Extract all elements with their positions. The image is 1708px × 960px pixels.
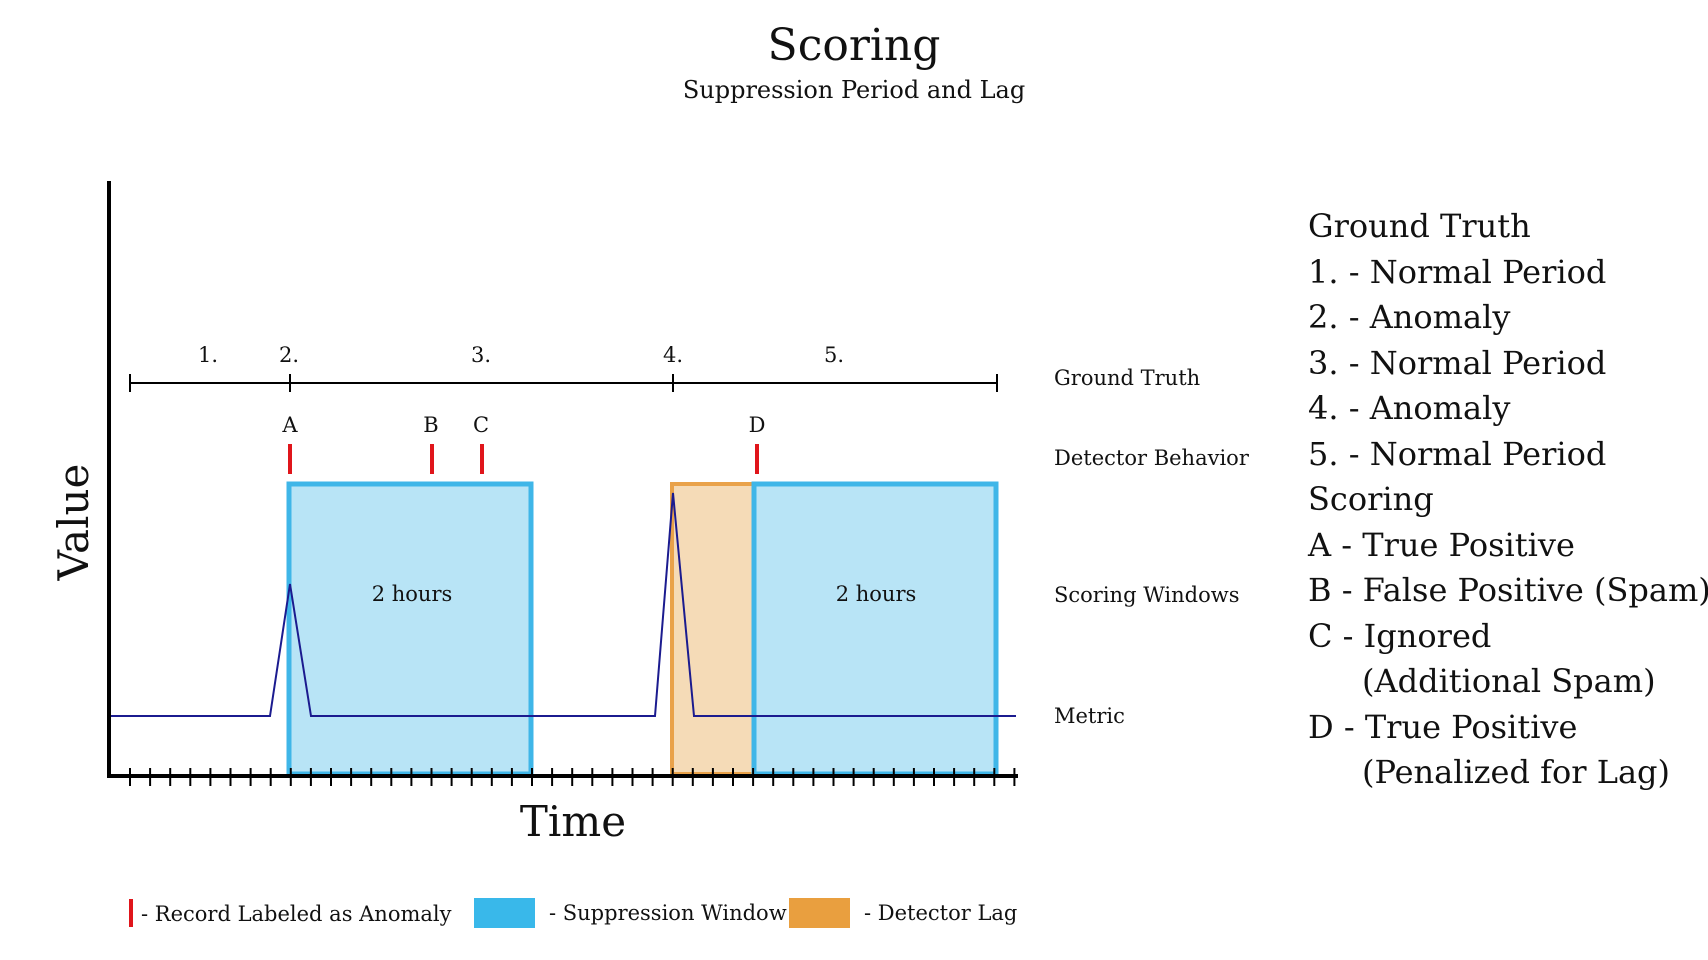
key-heading: Ground Truth <box>1308 207 1531 245</box>
row-label-scoring-windows: Scoring Windows <box>1054 583 1239 607</box>
period-label-5: 5. <box>824 343 844 367</box>
detection-label-c: C <box>473 413 489 437</box>
diagram-subtitle: Suppression Period and Lag <box>683 76 1025 104</box>
suppression-window-1 <box>286 481 534 777</box>
x-axis-label: Time <box>520 797 626 846</box>
key-item-3: 3. - Normal Period <box>1308 344 1606 382</box>
key-scoring-b: B - False Positive (Spam) <box>1308 571 1708 609</box>
row-label-detector-behavior: Detector Behavior <box>1054 446 1250 470</box>
suppression-window-1-label: 2 hours <box>372 582 453 606</box>
legend-lag-label: - Detector Lag <box>864 901 1017 925</box>
detection-label-b: B <box>423 413 438 437</box>
key-item-2: 2. - Anomaly <box>1308 298 1510 336</box>
key-scoring-d-note: (Penalized for Lag) <box>1362 753 1670 791</box>
row-label-ground-truth: Ground Truth <box>1054 366 1200 390</box>
key-scoring-d: D - True Positive <box>1308 708 1577 746</box>
diagram-title: Scoring <box>768 20 941 71</box>
legend-lag-swatch <box>789 898 850 928</box>
detection-label-d: D <box>749 413 766 437</box>
key-item-4: 4. - Anomaly <box>1308 389 1510 427</box>
period-label-3: 3. <box>471 343 491 367</box>
key-scoring-heading: Scoring <box>1308 480 1434 518</box>
legend-record-label: - Record Labeled as Anomaly <box>141 902 452 926</box>
period-label-4: 4. <box>663 343 683 367</box>
period-label-2: 2. <box>279 343 299 367</box>
key-scoring-a: A - True Positive <box>1307 526 1575 564</box>
legend-suppression-label: - Suppression Window <box>549 901 787 925</box>
legend-suppression-swatch <box>474 898 535 928</box>
detector-lag-window <box>670 482 756 776</box>
suppression-window-2 <box>751 481 999 777</box>
period-label-1: 1. <box>198 343 218 367</box>
suppression-window-2-label: 2 hours <box>836 582 917 606</box>
x-axis-ticks <box>129 768 1016 786</box>
key-item-1: 1. - Normal Period <box>1308 253 1606 291</box>
key-scoring-c: C - Ignored <box>1308 617 1491 655</box>
key-scoring-c-note: (Additional Spam) <box>1362 662 1656 700</box>
detection-label-a: A <box>281 413 298 437</box>
row-label-metric: Metric <box>1054 704 1125 728</box>
key-item-5: 5. - Normal Period <box>1308 435 1606 473</box>
metric-line <box>110 492 1016 717</box>
y-axis-label: Value <box>49 464 98 582</box>
